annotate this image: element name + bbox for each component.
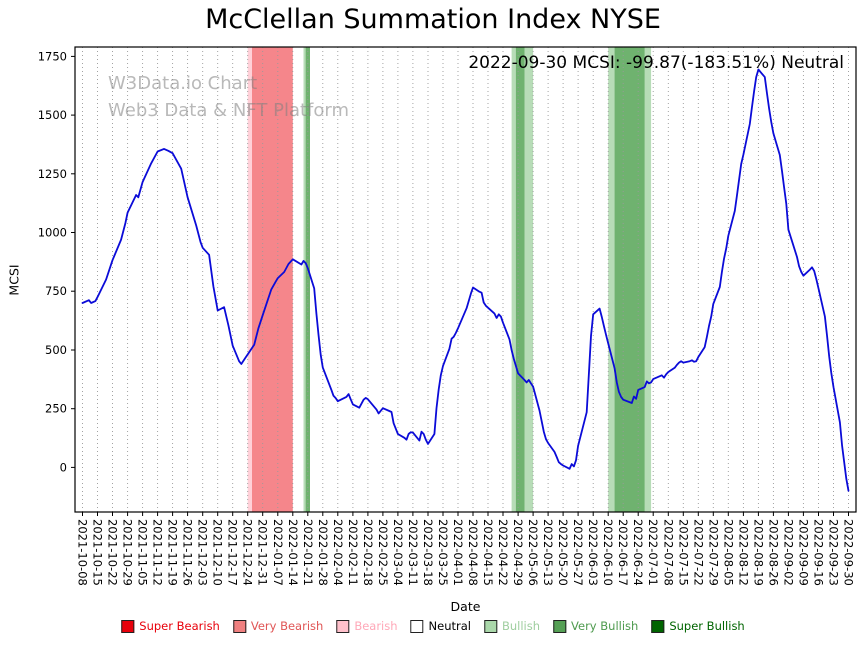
x-tick-label: 2022-03-18 (421, 519, 435, 586)
x-tick-label: 2022-07-22 (691, 519, 705, 586)
legend-label: Very Bearish (250, 619, 324, 633)
x-tick-label: 2022-04-15 (481, 519, 495, 586)
x-tick-label: 2021-12-10 (211, 519, 225, 586)
legend-label: Very Bullish (571, 619, 639, 633)
legend-swatch (651, 619, 665, 633)
x-tick-label: 2022-02-18 (361, 519, 375, 586)
x-tick-label: 2022-06-17 (616, 519, 630, 586)
x-tick-label: 2022-08-12 (736, 519, 750, 586)
x-tick-label: 2022-08-26 (766, 519, 780, 586)
legend-label: Bullish (501, 619, 541, 633)
x-tick-label: 2021-10-22 (106, 519, 120, 586)
x-axis-title: Date (450, 599, 481, 614)
legend-label: Neutral (428, 619, 471, 633)
mcsi-line (81, 68, 850, 492)
x-tick-label: 2021-12-03 (196, 519, 210, 586)
legend-item-bearish: Bearish (336, 619, 398, 633)
x-tick-label: 2022-03-04 (391, 519, 405, 586)
y-tick-label: 0 (60, 460, 67, 474)
y-tick-label: 1000 (38, 226, 67, 240)
legend: Super Bearish Very Bearish Bearish Neutral B… (121, 619, 745, 633)
x-tick-label: 2021-12-17 (226, 519, 240, 586)
x-tick-label: 2022-06-10 (601, 519, 615, 586)
y-tick-label: 1750 (38, 49, 67, 63)
legend-swatch (410, 619, 424, 633)
x-tick-label: 2022-01-21 (301, 519, 315, 586)
x-tick-label: 2021-11-26 (181, 519, 195, 586)
x-tick-label: 2022-05-13 (541, 519, 555, 586)
x-tick-label: 2022-07-29 (706, 519, 720, 586)
legend-item-super-bullish: Super Bullish (651, 619, 745, 633)
legend-swatch (553, 619, 567, 633)
y-tick-label: 500 (45, 343, 67, 357)
y-axis-title: MCSI (6, 264, 22, 296)
band-bearish (247, 47, 252, 512)
y-tick-label: 250 (45, 402, 67, 416)
x-tick-label: 2022-01-28 (316, 519, 330, 586)
x-tick-label: 2022-03-11 (406, 519, 420, 586)
x-tick-label: 2022-03-25 (436, 519, 450, 586)
axes-spines (74, 46, 857, 513)
x-tick-label: 2022-08-05 (721, 519, 735, 586)
x-tick-label: 2022-02-11 (346, 519, 360, 586)
legend-swatch (483, 619, 497, 633)
legend-label: Super Bearish (139, 619, 220, 633)
x-tick-label: 2022-07-01 (646, 519, 660, 586)
y-tick-label: 750 (45, 284, 67, 298)
x-tick-label: 2022-05-20 (556, 519, 570, 586)
x-tick-label: 2022-09-30 (842, 519, 856, 586)
x-tick-label: 2022-07-15 (676, 519, 690, 586)
legend-item-neutral: Neutral (410, 619, 471, 633)
legend-swatch (232, 619, 246, 633)
x-tick-label: 2022-07-08 (661, 519, 675, 586)
x-tick-label: 2022-05-06 (526, 519, 540, 586)
x-tick-label: 2022-01-07 (271, 519, 285, 586)
x-tick-label: 2021-11-19 (166, 519, 180, 586)
x-tick-label: 2022-09-02 (781, 519, 795, 586)
y-tick-label: 1500 (38, 108, 67, 122)
x-tick-label: 2022-08-19 (751, 519, 765, 586)
x-tick-label: 2022-09-09 (796, 519, 810, 586)
legend-item-bullish: Bullish (483, 619, 541, 633)
legend-label: Bearish (354, 619, 398, 633)
x-tick-label: 2021-10-15 (91, 519, 105, 586)
x-tick-label: 2022-06-24 (631, 519, 645, 586)
x-tick-label: 2022-05-27 (571, 519, 585, 586)
x-tick-label: 2022-02-04 (331, 519, 345, 586)
x-tick-label: 2021-12-24 (241, 519, 255, 586)
x-tick-label: 2021-12-31 (256, 519, 270, 586)
legend-swatch (121, 619, 135, 633)
legend-item-very-bullish: Very Bullish (553, 619, 638, 633)
x-tick-label: 2022-06-03 (586, 519, 600, 586)
x-tick-label: 2022-04-29 (511, 519, 525, 586)
x-tick-label: 2022-04-22 (496, 519, 510, 586)
x-tick-label: 2022-04-08 (466, 519, 480, 586)
y-tick-label: 1250 (38, 167, 67, 181)
band-very-bullish (515, 47, 525, 512)
legend-item-super-bearish: Super Bearish (121, 619, 220, 633)
chart-title: McClellan Summation Index NYSE (205, 4, 661, 35)
legend-swatch (336, 619, 350, 633)
x-tick-label: 2022-09-23 (827, 519, 841, 586)
legend-item-very-bearish: Very Bearish (232, 619, 324, 633)
x-tick-label: 2021-10-08 (76, 519, 90, 586)
x-tick-label: 2022-02-25 (376, 519, 390, 586)
x-tick-label: 2022-04-01 (451, 519, 465, 586)
legend-label: Super Bullish (669, 619, 745, 633)
x-tick-label: 2021-10-29 (121, 519, 135, 586)
band-very-bearish (252, 47, 293, 512)
band-very-bullish (614, 47, 645, 512)
annotation-latest-value: 2022-09-30 MCSI: -99.87(-183.51%) Neutra… (468, 53, 844, 73)
x-tick-label: 2021-11-05 (136, 519, 150, 586)
x-tick-label: 2021-11-12 (151, 519, 165, 586)
x-tick-label: 2022-01-14 (286, 519, 300, 586)
x-tick-label: 2022-09-16 (812, 519, 826, 586)
